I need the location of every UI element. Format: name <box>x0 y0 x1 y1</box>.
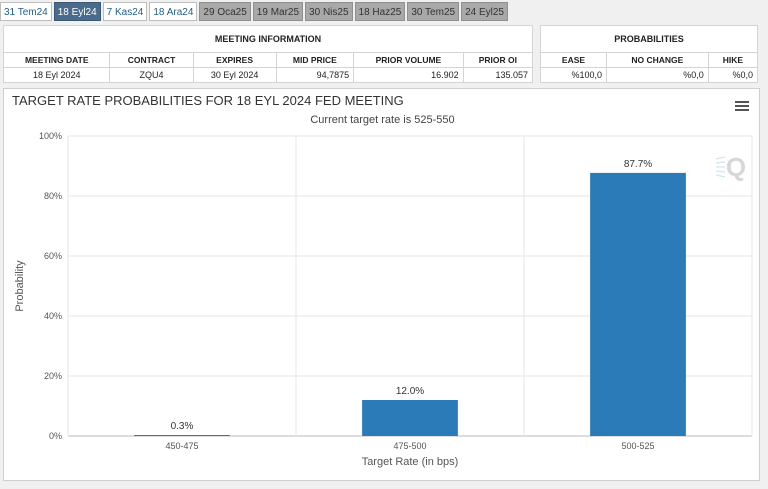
cme-q-logo-icon: Q <box>716 152 746 182</box>
col-meeting-date: MEETING DATE <box>2 52 111 68</box>
tab-4[interactable]: 29 Oca25 <box>199 2 251 21</box>
col-ease: EASE <box>540 52 607 68</box>
probabilities-title: PROBABILITIES <box>540 25 758 53</box>
tab-7[interactable]: 18 Haz25 <box>354 2 406 21</box>
tab-5[interactable]: 19 Mar25 <box>252 2 304 21</box>
col-prior-oi: PRIOR OI <box>462 52 534 68</box>
x-axis-label: Target Rate (in bps) <box>362 456 459 468</box>
tab-2[interactable]: 7 Kas24 <box>102 2 148 21</box>
col-contract: CONTRACT <box>109 52 194 68</box>
chart-subtitle: Current target rate is 525-550 <box>310 114 455 126</box>
cell-mid-price: 94,7875 <box>275 67 355 83</box>
bar-500-525 <box>590 172 686 436</box>
col-prior-volume: PRIOR VOLUME <box>353 52 464 68</box>
cell-expires: 30 Eyl 2024 <box>192 67 277 83</box>
bar-chart: 0% 20% 40% 60% 80% 100% 0.3% 450-475 12.0% 475-50… <box>14 131 753 468</box>
col-hike: HIKE <box>707 52 759 68</box>
y-tick-label-3: 60% <box>44 251 62 261</box>
x-tick-label-1: 475-500 <box>393 441 426 451</box>
svg-text:Q: Q <box>726 152 746 182</box>
cell-no-change: %0,0 <box>605 67 709 83</box>
cell-prior-volume: 16.902 <box>353 67 464 83</box>
hamburger-menu-icon[interactable] <box>735 101 749 112</box>
x-tick-label-2: 500-525 <box>621 441 654 451</box>
y-tick-label-5: 100% <box>39 131 62 141</box>
tab-1[interactable]: 18 Eyl24 <box>53 2 101 21</box>
chart-panel: TARGET RATE PROBABILITIES FOR 18 EYL 202… <box>3 88 760 481</box>
data-label-0: 0.3% <box>171 421 194 432</box>
tab-0[interactable]: 31 Tem24 <box>0 2 52 21</box>
meeting-tabs: 31 Tem24 18 Eyl24 7 Kas24 18 Ara24 29 Oca25 1… <box>0 0 508 26</box>
meeting-info-title: MEETING INFORMATION <box>3 25 533 53</box>
probabilities-table: PROBABILITIES EASE NO CHANGE HIKE %100,0… <box>540 25 759 83</box>
chart-title: TARGET RATE PROBABILITIES FOR 18 EYL 202… <box>12 93 404 108</box>
bar-450-475 <box>134 435 230 436</box>
tab-3[interactable]: 18 Ara24 <box>149 2 198 21</box>
tab-6[interactable]: 30 Nis25 <box>305 2 353 21</box>
data-label-1: 12.0% <box>396 386 424 397</box>
tab-8[interactable]: 30 Tem25 <box>407 2 460 21</box>
col-expires: EXPIRES <box>192 52 277 68</box>
cell-hike: %0,0 <box>707 67 759 83</box>
x-tick-label-0: 450-475 <box>165 441 198 451</box>
cell-meeting-date: 18 Eyl 2024 <box>2 67 111 83</box>
y-tick-label-1: 20% <box>44 371 62 381</box>
bar-475-500 <box>362 400 458 436</box>
data-label-2: 87.7% <box>624 159 652 170</box>
y-axis-label: Probability <box>14 260 26 312</box>
col-mid-price: MID PRICE <box>275 52 355 68</box>
cell-contract: ZQU4 <box>109 67 194 83</box>
tab-9[interactable]: 24 Eyl25 <box>461 2 508 21</box>
y-tick-label-2: 40% <box>44 311 62 321</box>
meeting-information-table: MEETING INFORMATION MEETING DATE CONTRAC… <box>2 25 534 83</box>
cell-ease: %100,0 <box>540 67 607 83</box>
y-tick-label-0: 0% <box>49 431 62 441</box>
cell-prior-oi: 135.057 <box>462 67 534 83</box>
y-tick-label-4: 80% <box>44 191 62 201</box>
col-no-change: NO CHANGE <box>605 52 709 68</box>
